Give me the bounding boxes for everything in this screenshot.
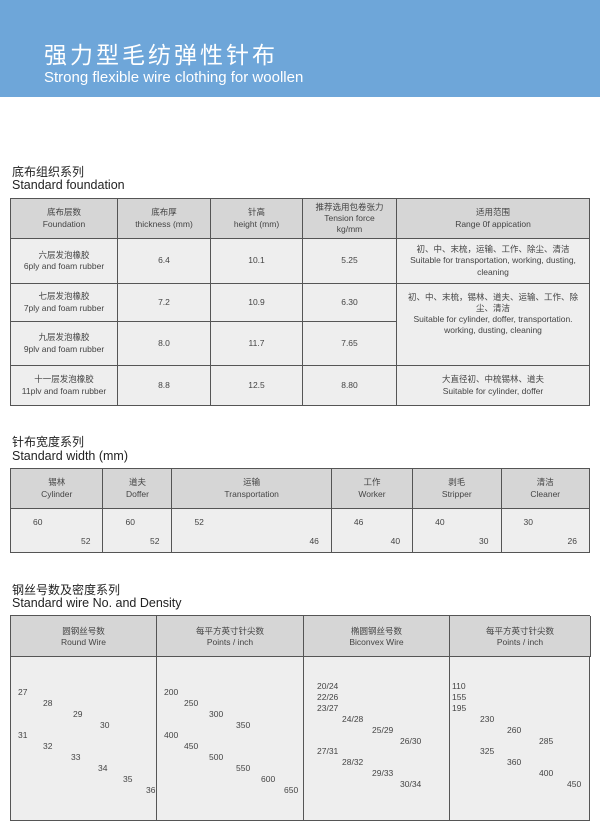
wire-value: 110 — [452, 681, 466, 691]
table-row: 六层发泡橡胶 6ply and foam rubber 6.4 10.1 5.25 初… — [10, 238, 590, 284]
col-width-5: 清洁 Cleaner — [500, 468, 590, 509]
wire-value: 400 — [539, 768, 554, 778]
wire-value: 29/33 — [372, 768, 394, 778]
width-max: 30 — [523, 517, 533, 527]
wire-value: 360 — [507, 757, 522, 767]
width-max: 60 — [125, 517, 135, 527]
wire-value: 600 — [261, 774, 276, 784]
wire-value: 500 — [209, 752, 224, 762]
page-subtitle: Strong flexible wire clothing for woolle… — [44, 69, 304, 86]
wire-value: 34 — [98, 763, 108, 773]
width-min: 52 — [81, 535, 91, 546]
wire-col — [11, 657, 157, 820]
width-min: 46 — [309, 535, 319, 546]
table-row: 七层发泡橡胶 7ply and foam rubber 7.2 10.9 6.30 初… — [10, 283, 590, 366]
wire-value: 285 — [539, 736, 554, 746]
width-title-cn: 针布宽度系列 — [12, 435, 85, 449]
width-min: 40 — [390, 535, 401, 546]
header-banner: 强力型毛纺弹性针布 Strong flexible wire clothing … — [0, 0, 600, 97]
wire-value: 23/27 — [317, 703, 339, 713]
wire-value: 32 — [43, 741, 53, 751]
wire-value: 29 — [73, 709, 83, 719]
wire-value: 27 — [18, 687, 28, 697]
wire-value: 260 — [507, 725, 522, 735]
wire-value: 325 — [480, 746, 495, 756]
foundation-table: 底布层数 Foundation 底布厚 thickness (mm) 针高 heigh… — [10, 198, 590, 406]
wire-value: 300 — [209, 709, 224, 719]
table-row: 60 52 60 52 52 46 46 40 40 30 30 26 — [9, 508, 590, 553]
table-row: 十一层发泡橡胶 11plv and foam rubber 8.8 12.5 8.80… — [10, 365, 590, 406]
wire-value: 30/34 — [400, 779, 422, 789]
wire-value: 31 — [18, 730, 28, 740]
wire-value: 195 — [452, 703, 467, 713]
wire-title-cn: 钢丝号数及密度系列 — [12, 583, 121, 597]
wire-col-header: 椭圆钢丝号数 Biconvex Wire — [304, 616, 450, 657]
width-max: 52 — [194, 517, 204, 527]
width-min: 30 — [479, 535, 489, 546]
wire-col-header: 每平方英寸针尖数 Points / inch — [450, 616, 591, 657]
wire-value: 20/24 — [317, 681, 339, 691]
table-header-row: 底布层数 Foundation 底布厚 thickness (mm) 针高 heigh… — [10, 198, 590, 239]
foundation-title-cn: 底布组织系列 — [12, 165, 85, 179]
width-max: 60 — [33, 517, 43, 527]
wire-col-header: 圆钢丝号数 Round Wire — [11, 616, 157, 657]
width-cell: 60 52 — [9, 508, 104, 553]
col-range: 适用范围 Range 0f appication — [396, 198, 590, 239]
width-min: 26 — [567, 535, 577, 546]
wire-value: 230 — [480, 714, 495, 724]
wire-col — [157, 657, 304, 820]
table-header-row: 锡林 Cylinder 道夫 Doffer 运输 Transportation 工作 Work… — [9, 468, 590, 509]
width-cell: 30 26 — [500, 508, 590, 553]
wire-value: 35 — [123, 774, 133, 784]
wire-value: 24/28 — [342, 714, 364, 724]
wire-value: 350 — [236, 720, 251, 730]
wire-value: 450 — [567, 779, 582, 789]
wire-value: 28/32 — [342, 757, 364, 767]
col-width-2: 运输 Transportation — [171, 468, 332, 509]
wire-value: 22/26 — [317, 692, 339, 702]
width-title-en: Standard width (mm) — [12, 449, 129, 463]
wire-col — [304, 657, 450, 820]
col-height: 针高 height (mm) — [210, 198, 303, 239]
wire-value: 250 — [184, 698, 199, 708]
width-table: 锡林 Cylinder 道夫 Doffer 运输 Transportation 工作 Work… — [9, 468, 590, 553]
col-foundation: 底布层数 Foundation — [10, 198, 118, 239]
width-cell: 52 46 — [171, 508, 332, 553]
wire-value: 26/30 — [400, 736, 422, 746]
col-width-3: 工作 Worker — [330, 468, 414, 509]
table-row: 九层发泡橡胶 9plv and foam rubber 8.0 11.7 7.65 — [10, 321, 590, 366]
wire-value: 30 — [100, 720, 110, 730]
wire-value: 36 — [146, 785, 156, 795]
wire-value: 400 — [164, 730, 179, 740]
col-width-1: 道夫 Doffer — [102, 468, 173, 509]
col-width-4: 剥毛 Stripper — [412, 468, 502, 509]
width-max: 46 — [353, 517, 364, 527]
col-width-0: 锡林 Cylinder — [9, 468, 104, 509]
wire-value: 27/31 — [317, 746, 339, 756]
col-tension: 推荐选用包卷张力 Tension force kg/mm — [302, 198, 397, 239]
wire-value: 155 — [452, 692, 467, 702]
wire-value: 550 — [236, 763, 251, 773]
width-max: 40 — [435, 517, 445, 527]
col-thickness: 底布厚 thickness (mm) — [117, 198, 211, 239]
wire-col-header: 每平方英寸针尖数 Points / inch — [157, 616, 304, 657]
width-cell: 40 30 — [412, 508, 502, 553]
foundation-title-en: Standard foundation — [12, 178, 125, 192]
wire-table: 圆钢丝号数 Round Wire 27 28 29 30 31 32 33 34 35 36 每平方英寸… — [10, 615, 591, 821]
page-title: 强力型毛纺弹性针布 — [44, 43, 278, 69]
wire-value: 450 — [184, 741, 199, 751]
wire-title-en: Standard wire No. and Density — [12, 596, 182, 610]
wire-value: 200 — [164, 687, 179, 697]
width-min: 52 — [149, 535, 160, 546]
wire-value: 33 — [71, 752, 81, 762]
width-cell: 60 52 — [102, 508, 173, 553]
wire-value: 28 — [43, 698, 53, 708]
wire-value: 650 — [284, 785, 299, 795]
width-cell: 46 40 — [330, 508, 414, 553]
wire-value: 25/29 — [372, 725, 394, 735]
